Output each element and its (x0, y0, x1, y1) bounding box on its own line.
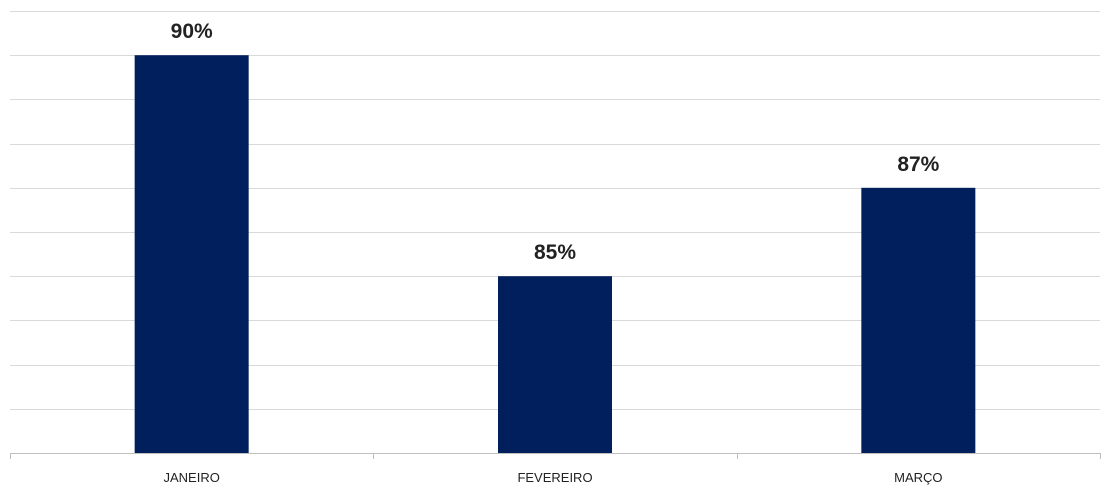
data-label: 90% (171, 20, 213, 43)
bar-março (861, 187, 976, 454)
data-label: 87% (897, 153, 939, 176)
category-label: MARÇO (894, 470, 942, 485)
data-label: 85% (534, 241, 576, 264)
bars (134, 55, 976, 454)
category-labels: JANEIRO FEVEREIRO MARÇO (163, 470, 942, 485)
data-labels: 90% 85% 87% (171, 20, 940, 264)
x-axis (10, 453, 1101, 459)
bar-janeiro (134, 55, 249, 453)
category-label: JANEIRO (163, 470, 219, 485)
bar-fevereiro (498, 276, 612, 453)
category-label: FEVEREIRO (517, 470, 592, 485)
